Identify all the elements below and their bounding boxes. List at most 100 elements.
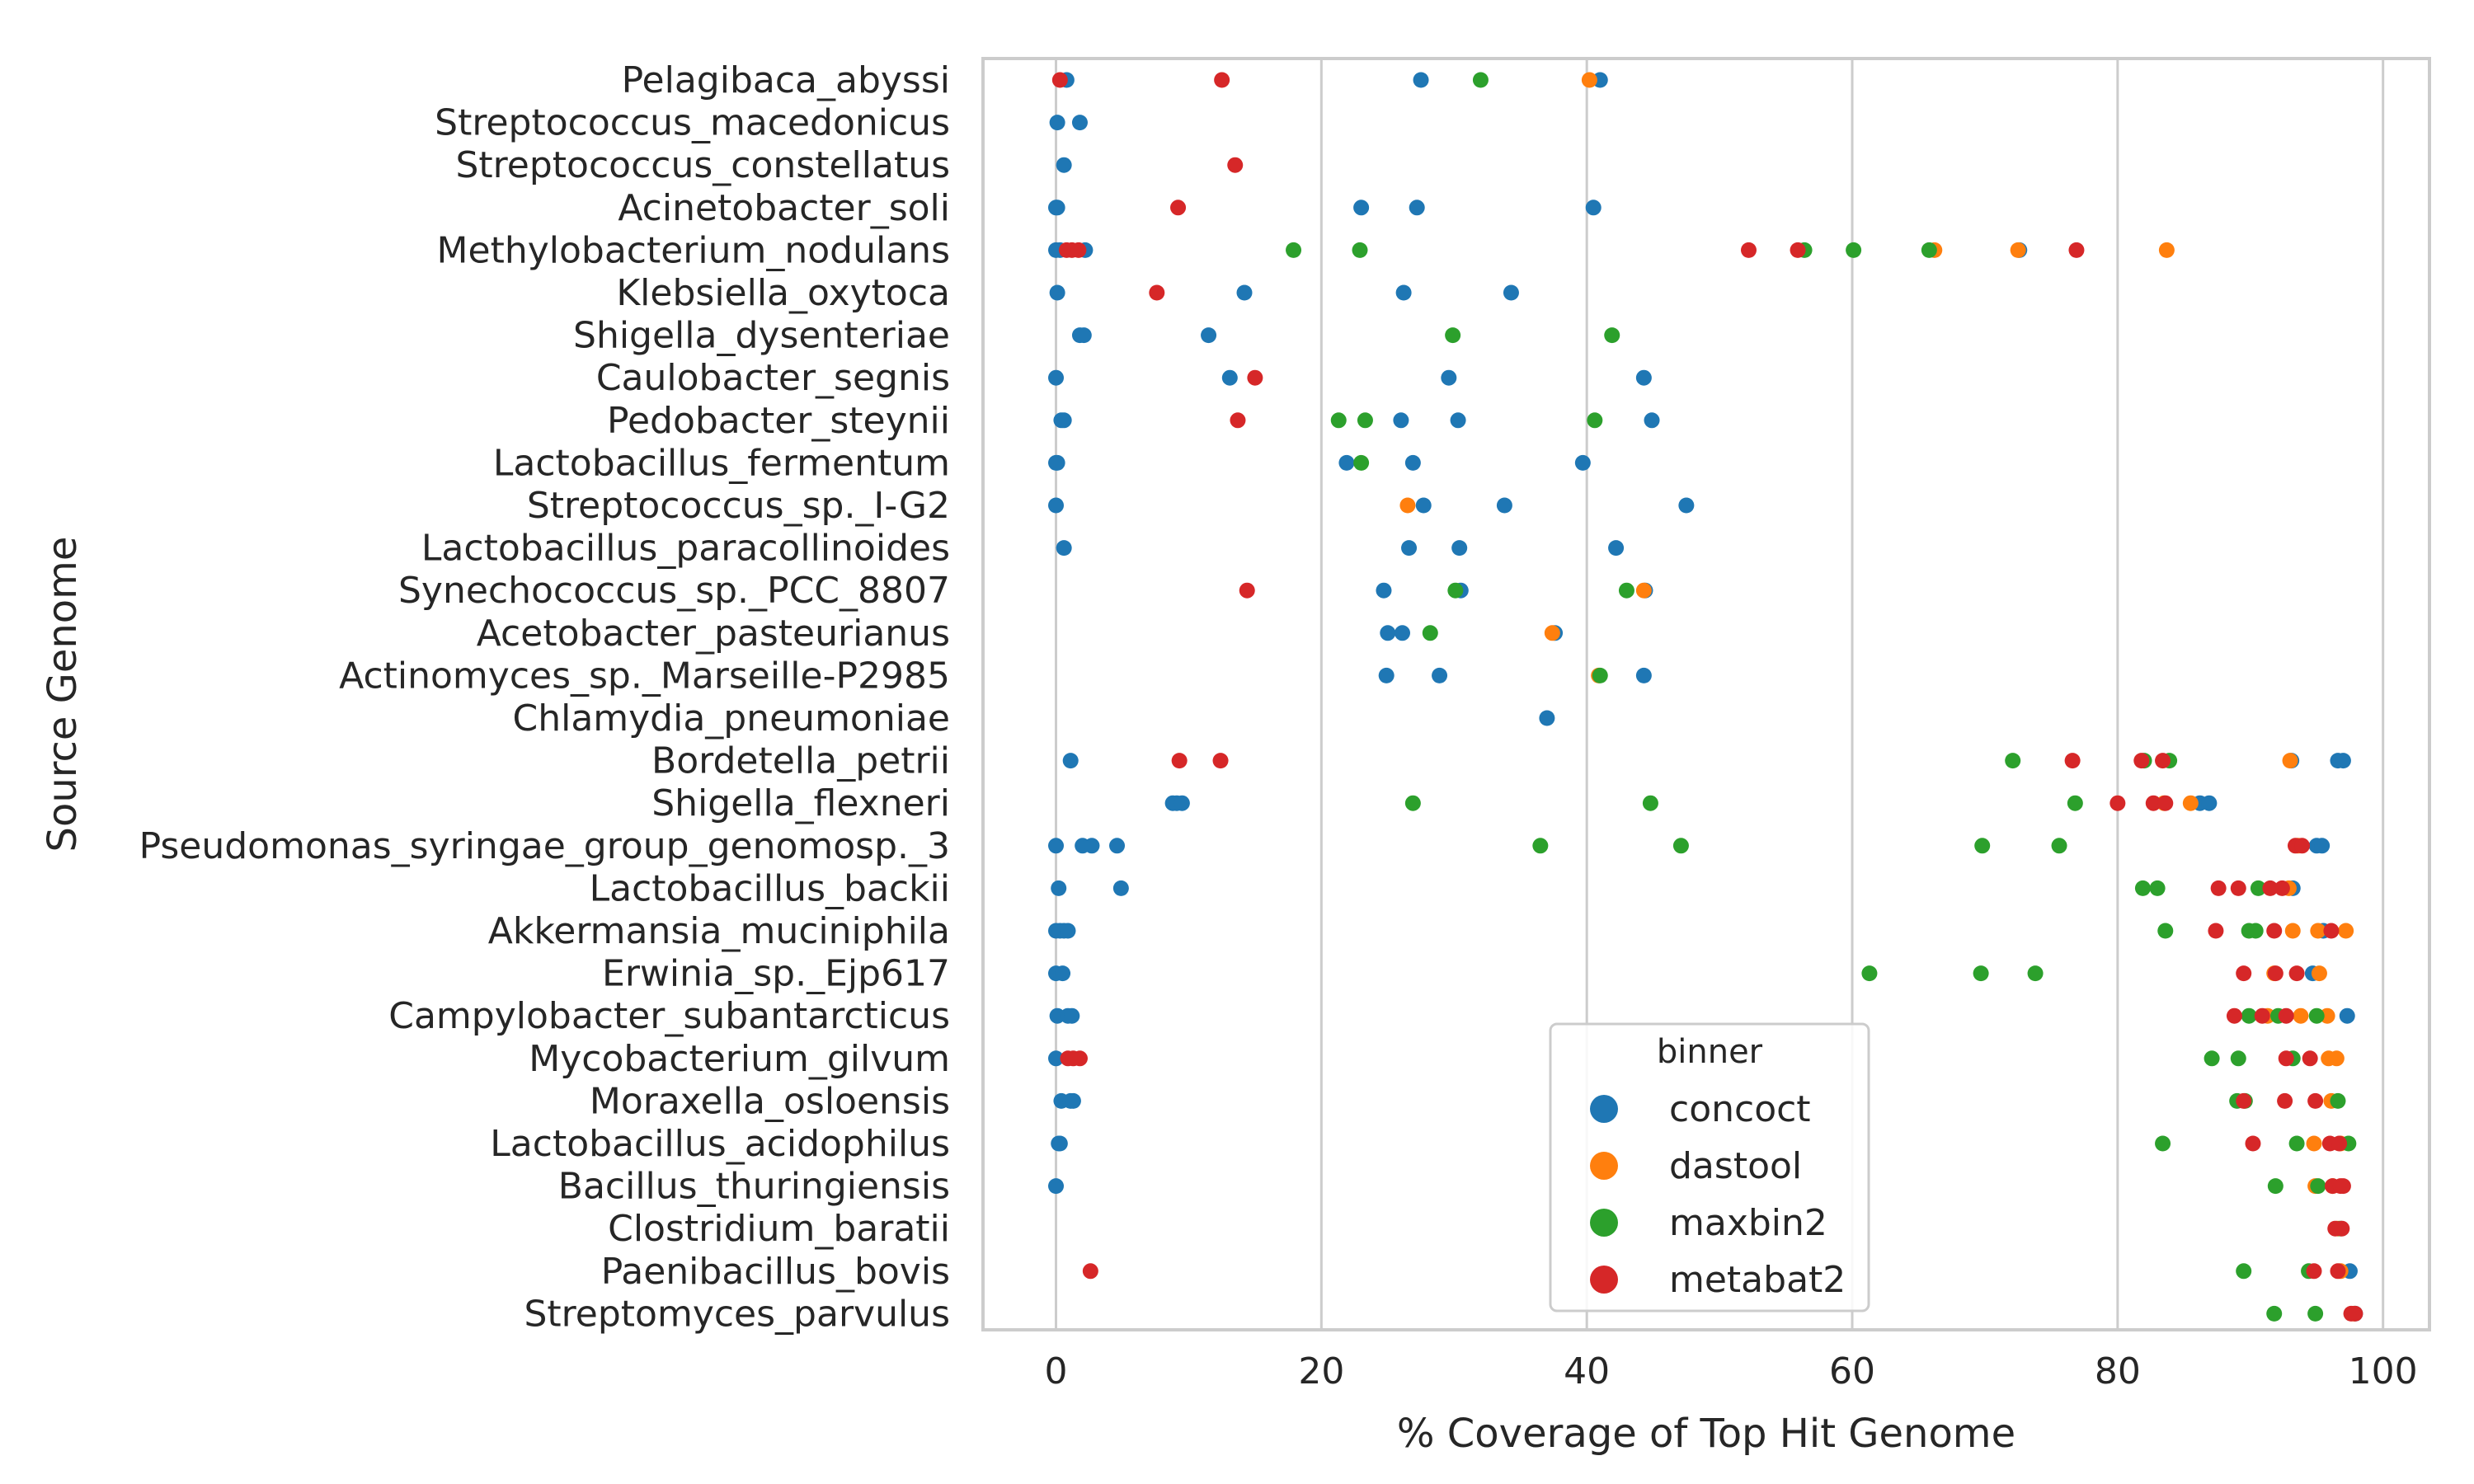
x-tick-label: 60: [1829, 1350, 1875, 1392]
y-tick-label: Chlamydia_pneumoniae: [512, 697, 950, 740]
point-maxbin2: [1587, 412, 1603, 429]
point-dastool: [2010, 242, 2026, 258]
y-tick-label: Acinetobacter_soli: [618, 187, 950, 229]
point-concoct: [1048, 1178, 1065, 1195]
point-metabat2: [2335, 1178, 2351, 1195]
y-tick-label: Streptomyces_parvulus: [524, 1293, 950, 1335]
point-maxbin2: [2236, 1263, 2252, 1280]
point-metabat2: [2109, 795, 2126, 811]
point-metabat2: [1247, 369, 1263, 386]
y-tick-label: Streptococcus_constellatus: [456, 144, 951, 186]
legend-label-maxbin2: maxbin2: [1669, 1202, 1827, 1244]
y-tick-label: Lactobacillus_paracollinoides: [421, 528, 950, 570]
y-tick-label: Paenibacillus_bovis: [601, 1251, 950, 1293]
point-maxbin2: [2027, 965, 2044, 982]
y-tick-label: Lactobacillus_fermentum: [493, 442, 950, 484]
legend-label-dastool: dastool: [1669, 1145, 1802, 1187]
plot-frame: [981, 57, 2431, 1331]
point-metabat2: [2278, 1050, 2294, 1067]
point-metabat2: [2262, 880, 2279, 896]
point-metabat2: [1171, 753, 1188, 769]
point-concoct: [1378, 667, 1395, 683]
point-metabat2: [2302, 1050, 2318, 1067]
point-concoct: [2314, 838, 2331, 854]
y-tick-label: Bordetella_petrii: [651, 740, 950, 782]
point-maxbin2: [1604, 327, 1620, 344]
point-maxbin2: [2308, 1007, 2325, 1024]
point-maxbin2: [1445, 327, 1461, 344]
y-tick-label: Methylobacterium_nodulans: [437, 229, 950, 271]
point-metabat2: [2277, 1092, 2293, 1109]
point-maxbin2: [1422, 625, 1438, 641]
legend: binner concoct dastool maxbin2 metabat2: [1549, 1022, 1870, 1313]
point-maxbin2: [1447, 582, 1464, 599]
point-concoct: [1075, 327, 1092, 344]
point-concoct: [2339, 1007, 2355, 1024]
y-tick-label: Akkermansia_muciniphila: [488, 910, 950, 952]
point-metabat2: [2236, 1092, 2252, 1109]
x-tick-label: 40: [1564, 1350, 1610, 1392]
point-maxbin2: [2051, 838, 2067, 854]
point-metabat2: [2330, 1263, 2346, 1280]
point-maxbin2: [2267, 1178, 2284, 1195]
point-concoct: [1404, 454, 1421, 471]
point-concoct: [1201, 327, 1217, 344]
point-metabat2: [1239, 582, 1255, 599]
point-maxbin2: [1404, 795, 1421, 811]
point-concoct: [1236, 284, 1253, 301]
point-concoct: [1049, 454, 1065, 471]
legend-label-metabat2: metabat2: [1669, 1259, 1846, 1301]
legend-title: binner: [1657, 1033, 1763, 1071]
point-dastool: [2293, 1007, 2309, 1024]
point-maxbin2: [1973, 965, 1989, 982]
point-maxbin2: [2005, 753, 2021, 769]
point-concoct: [1049, 284, 1065, 301]
point-metabat2: [2331, 1135, 2348, 1152]
point-dastool: [2311, 965, 2327, 982]
point-concoct: [1064, 1007, 1080, 1024]
point-metabat2: [1227, 157, 1244, 173]
point-concoct: [1678, 497, 1695, 514]
point-maxbin2: [1330, 412, 1347, 429]
point-metabat2: [1070, 242, 1087, 258]
point-concoct: [1395, 284, 1412, 301]
point-metabat2: [1790, 242, 1806, 258]
point-concoct: [1055, 965, 1071, 982]
point-dastool: [1399, 497, 1416, 514]
point-metabat2: [2236, 965, 2252, 982]
point-maxbin2: [2204, 1050, 2220, 1067]
point-dastool: [2338, 923, 2354, 939]
x-tick-label: 100: [2349, 1350, 2418, 1392]
point-metabat2: [2133, 753, 2150, 769]
legend-marker-metabat2: [1590, 1266, 1618, 1294]
point-metabat2: [2245, 1135, 2261, 1152]
point-concoct: [2335, 753, 2351, 769]
point-concoct: [1049, 200, 1065, 216]
y-tick-label: Mycobacterium_gilvum: [529, 1038, 950, 1080]
point-concoct: [1338, 454, 1355, 471]
point-metabat2: [2278, 1007, 2294, 1024]
y-tick-label: Klebsiella_oxytoca: [616, 272, 950, 314]
point-maxbin2: [2149, 880, 2166, 896]
legend-marker-concoct: [1590, 1095, 1618, 1123]
y-tick-label: Campylobacter_subantarcticus: [388, 995, 950, 1037]
point-maxbin2: [1618, 582, 1634, 599]
point-concoct: [1635, 667, 1652, 683]
point-concoct: [1539, 710, 1555, 726]
x-axis-label: % Coverage of Top Hit Genome: [1397, 1411, 2015, 1457]
point-concoct: [1432, 667, 1448, 683]
point-metabat2: [1170, 200, 1187, 216]
point-metabat2: [2294, 838, 2311, 854]
point-metabat2: [2068, 242, 2085, 258]
point-metabat2: [2208, 923, 2224, 939]
point-concoct: [1084, 838, 1100, 854]
y-tick-label: Erwinia_sp._Ejp617: [602, 953, 950, 995]
y-tick-label: Bacillus_thuringiensis: [558, 1166, 950, 1208]
point-metabat2: [2145, 795, 2161, 811]
point-concoct: [1062, 753, 1079, 769]
point-maxbin2: [2307, 1305, 2324, 1322]
point-concoct: [1450, 412, 1466, 429]
point-metabat2: [1740, 242, 1757, 258]
